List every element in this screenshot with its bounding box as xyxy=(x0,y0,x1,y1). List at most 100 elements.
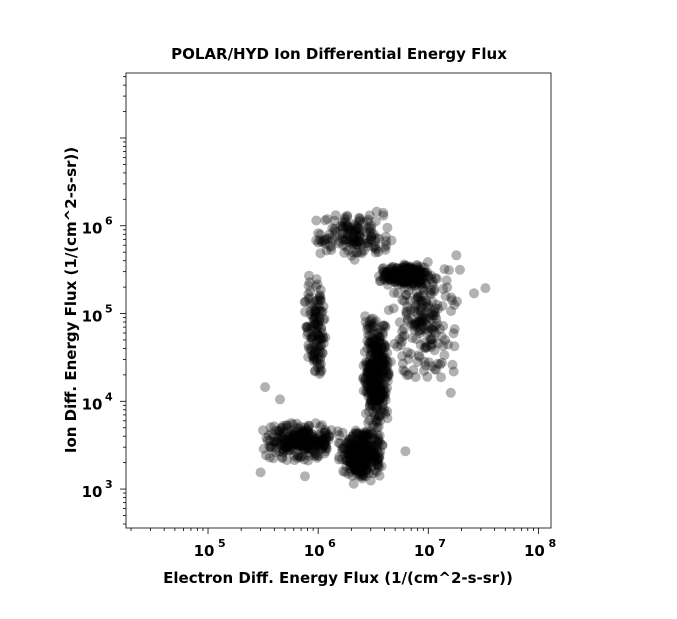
data-point xyxy=(430,303,441,314)
data-point xyxy=(354,212,365,223)
data-point xyxy=(311,215,322,226)
data-point xyxy=(365,475,376,486)
data-point xyxy=(349,446,360,457)
data-point xyxy=(413,277,424,288)
data-point xyxy=(314,314,325,325)
data-point xyxy=(314,360,325,370)
data-point xyxy=(400,270,411,281)
data-point xyxy=(417,283,428,294)
data-point xyxy=(345,460,356,471)
data-point xyxy=(395,264,405,274)
data-point xyxy=(374,332,385,343)
data-point xyxy=(319,448,330,459)
data-point xyxy=(372,403,383,414)
data-point xyxy=(357,454,368,465)
data-point xyxy=(292,437,303,447)
data-point xyxy=(383,279,393,290)
data-point xyxy=(371,414,382,425)
data-point xyxy=(374,450,385,461)
data-point xyxy=(380,244,391,255)
data-point xyxy=(426,274,437,285)
data-point xyxy=(322,214,333,225)
data-point xyxy=(372,436,383,447)
data-point xyxy=(360,431,371,442)
y-tick-label: 10 xyxy=(82,483,103,501)
data-point xyxy=(347,447,358,457)
data-point xyxy=(367,229,378,240)
data-point xyxy=(360,446,371,457)
data-point xyxy=(337,443,348,454)
data-point xyxy=(274,439,285,450)
data-point xyxy=(347,444,358,455)
data-point xyxy=(362,366,373,377)
data-point xyxy=(432,358,443,369)
x-tick-label: 10 xyxy=(414,542,435,560)
data-point xyxy=(364,320,375,331)
data-point xyxy=(277,431,288,441)
data-point xyxy=(417,295,428,306)
data-point xyxy=(258,443,269,454)
data-point xyxy=(369,318,380,329)
data-point xyxy=(399,323,410,334)
data-point xyxy=(412,269,423,280)
data-point xyxy=(287,444,298,455)
data-point xyxy=(399,260,410,271)
data-point xyxy=(317,444,328,455)
data-point xyxy=(384,274,395,285)
data-point xyxy=(423,357,434,368)
data-point xyxy=(373,357,384,368)
data-point xyxy=(302,442,312,453)
data-point xyxy=(369,396,380,407)
data-point xyxy=(350,451,361,462)
data-point xyxy=(342,456,353,467)
data-point xyxy=(370,346,381,357)
data-point xyxy=(370,376,381,387)
data-point xyxy=(366,343,376,354)
data-point xyxy=(435,359,446,370)
y-tick-label: 10 xyxy=(82,395,103,413)
data-point xyxy=(403,285,414,296)
data-point xyxy=(316,365,327,376)
data-point xyxy=(341,455,352,466)
data-point xyxy=(323,430,334,441)
data-point xyxy=(392,288,403,299)
data-point xyxy=(331,227,342,238)
data-point xyxy=(353,223,364,234)
data-point xyxy=(372,455,383,466)
data-point xyxy=(354,452,365,463)
data-point xyxy=(360,459,371,470)
data-point xyxy=(400,267,411,278)
data-point xyxy=(418,273,429,284)
data-point xyxy=(271,436,282,447)
data-point xyxy=(407,314,417,325)
data-point xyxy=(317,236,328,247)
data-point xyxy=(286,425,296,436)
data-point xyxy=(367,448,378,459)
data-point xyxy=(383,305,394,316)
data-point xyxy=(387,274,398,285)
data-point xyxy=(385,266,396,277)
data-point xyxy=(379,320,390,331)
data-point xyxy=(309,439,320,450)
data-point xyxy=(306,439,317,450)
data-point xyxy=(423,300,434,311)
data-point xyxy=(360,376,371,387)
data-point xyxy=(426,308,437,319)
data-point xyxy=(344,456,355,467)
data-point xyxy=(348,237,359,248)
data-point xyxy=(290,436,301,447)
data-point xyxy=(371,377,382,388)
x-tick-exponent: 5 xyxy=(218,537,226,550)
data-point xyxy=(373,411,384,422)
data-point xyxy=(387,269,398,280)
data-point xyxy=(289,450,300,461)
data-point xyxy=(368,313,378,324)
data-point xyxy=(365,375,376,386)
data-point xyxy=(293,438,303,449)
data-point xyxy=(327,233,338,244)
data-point xyxy=(260,382,271,393)
data-point xyxy=(403,264,414,275)
data-point xyxy=(311,441,322,452)
data-point xyxy=(347,234,358,245)
